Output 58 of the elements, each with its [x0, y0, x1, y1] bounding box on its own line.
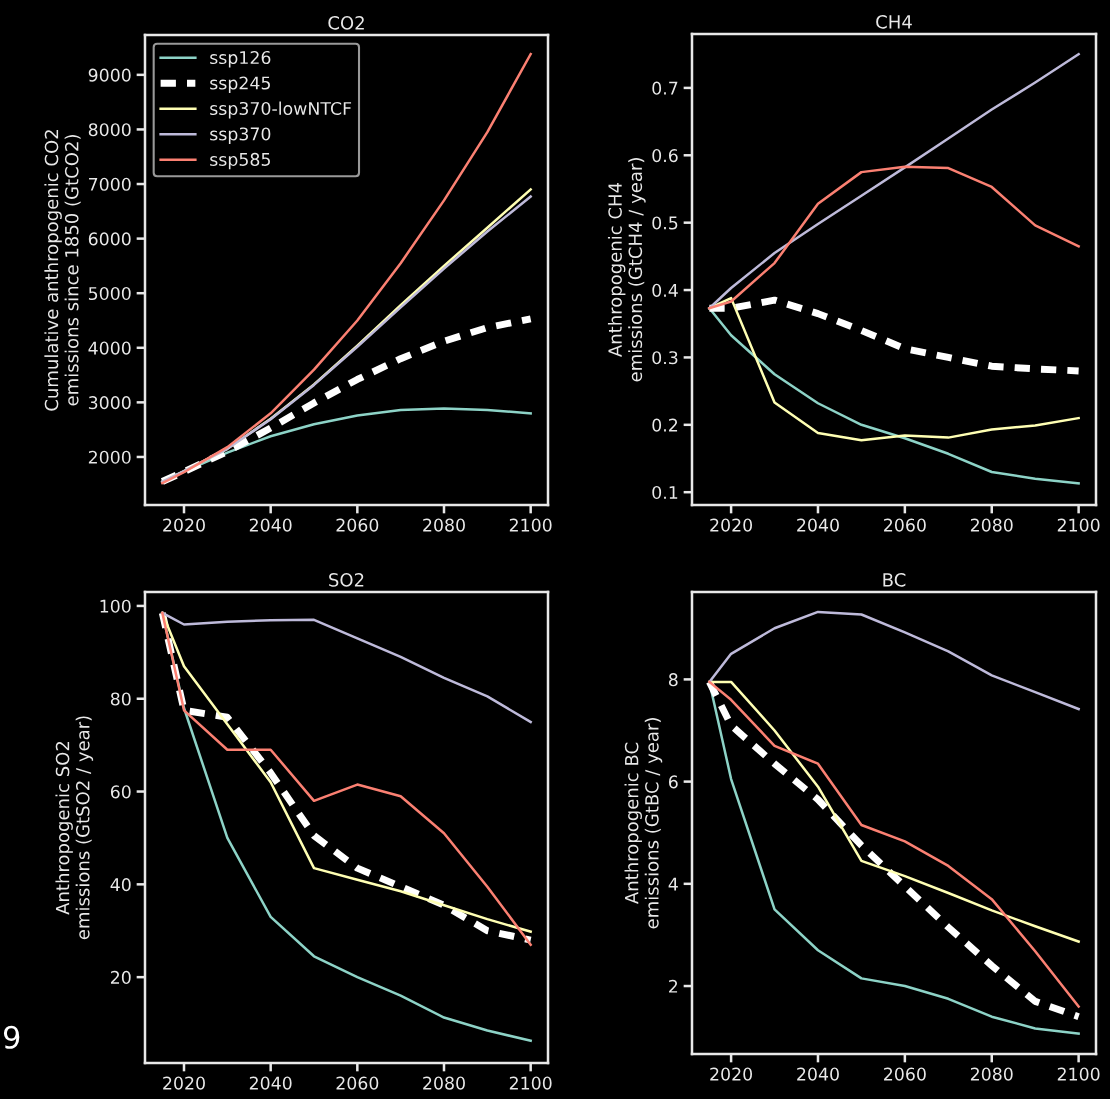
- chart-title: BC: [883, 573, 906, 587]
- x-tick-label: 2100: [509, 1076, 552, 1090]
- legend-label: ssp126: [210, 50, 271, 68]
- y-tick-label: 0.2: [652, 418, 678, 432]
- y-tick-label: 0.7: [652, 81, 678, 95]
- y-tick-label: 4: [668, 877, 678, 891]
- y-tick-label: 0.1: [652, 485, 678, 500]
- x-tick-label: 2080: [423, 1076, 465, 1090]
- y-tick-label: 8000: [88, 123, 131, 137]
- x-tick-label: 2060: [336, 1076, 379, 1090]
- y-tick-label: 40: [110, 878, 131, 892]
- x-tick-label: 2100: [1057, 1067, 1100, 1081]
- x-tick-label: 2040: [249, 518, 292, 532]
- x-tick-label: 2040: [797, 518, 839, 532]
- y-axis-title: Cumulative anthropogenic CO2 emissions since 1850 (GtCO2): [44, 130, 81, 411]
- y-axis-title: Anthropogenic BC emissions (GtBC / year): [624, 718, 663, 929]
- y-axis-title: Anthropogenic CH4 emissions (GtCH4 / year): [607, 158, 646, 382]
- y-tick-label: 60: [110, 785, 131, 799]
- chart-title: CO2: [328, 16, 364, 30]
- y-tick-label: 9000: [88, 68, 131, 82]
- legend-label: ssp245: [210, 76, 270, 93]
- y-tick-label: 0.6: [652, 149, 678, 163]
- y-tick-label: 6000: [88, 232, 131, 246]
- legend-label: ssp585: [210, 152, 270, 170]
- y-tick-label: 80: [110, 692, 131, 706]
- y-tick-label: 0.3: [652, 351, 678, 365]
- y-tick-label: 4000: [88, 341, 131, 355]
- x-tick-label: 2040: [249, 1076, 292, 1090]
- y-tick-label: 2: [669, 979, 678, 993]
- x-tick-label: 2080: [423, 518, 465, 532]
- y-tick-label: 100: [100, 599, 131, 613]
- legend-label: ssp370: [210, 127, 271, 144]
- chart-title: SO2: [329, 573, 364, 587]
- y-tick-label: 7000: [89, 177, 131, 191]
- x-tick-label: 2080: [970, 1067, 1013, 1081]
- text: 9: [3, 1025, 20, 1049]
- y-tick-label: 6: [668, 775, 678, 789]
- y-tick-label: 0.4: [652, 283, 678, 297]
- x-tick-label: 2040: [797, 1067, 839, 1081]
- x-tick-label: 2060: [884, 518, 926, 532]
- y-tick-label: 3000: [88, 396, 131, 410]
- x-tick-label: 2060: [336, 518, 379, 532]
- chart-title: CH4: [876, 15, 912, 29]
- y-tick-label: 0.5: [652, 216, 678, 230]
- x-tick-label: 2080: [970, 518, 1013, 532]
- x-tick-label: 2100: [1057, 518, 1100, 532]
- y-tick-label: 20: [110, 970, 131, 984]
- x-tick-label: 2020: [710, 518, 753, 532]
- x-tick-label: 2060: [884, 1067, 926, 1081]
- y-tick-label: 8: [668, 673, 678, 687]
- x-tick-label: 2100: [509, 518, 552, 532]
- y-axis-title: Anthropogenic SO2 emissions (GtSO2 / year): [55, 716, 94, 940]
- y-tick-label: 5000: [88, 286, 131, 301]
- legend-label: ssp370-lowNTCF: [210, 101, 352, 119]
- x-tick-label: 2020: [163, 518, 205, 532]
- x-tick-label: 2020: [710, 1067, 753, 1081]
- x-tick-label: 2020: [163, 1076, 205, 1090]
- y-tick-label: 2000: [88, 450, 131, 464]
